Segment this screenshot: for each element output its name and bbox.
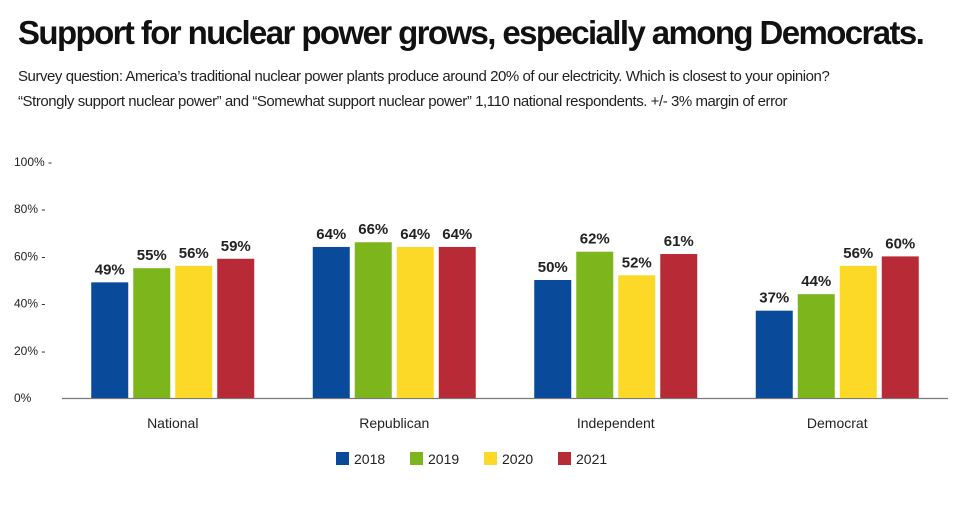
chart-subtitle-line-1: Survey question: America’s traditional n… bbox=[18, 68, 830, 85]
bar-2018-independent bbox=[534, 280, 572, 398]
data-label: 59% bbox=[221, 238, 251, 255]
legend-swatch-2018 bbox=[336, 452, 349, 465]
bar-2021-democrat bbox=[881, 256, 919, 398]
data-label: 60% bbox=[885, 235, 915, 252]
bar-2020-national bbox=[175, 265, 213, 398]
data-label: 49% bbox=[95, 261, 125, 278]
bar-2021-republican bbox=[438, 246, 476, 398]
bar-2020-republican bbox=[396, 246, 434, 398]
legend-label-2018: 2018 bbox=[354, 451, 385, 467]
legend-label-2021: 2021 bbox=[576, 451, 607, 467]
data-label: 56% bbox=[179, 245, 209, 262]
data-label: 50% bbox=[538, 259, 568, 276]
chart-subtitle-line-2: “Strongly support nuclear power” and “So… bbox=[18, 93, 788, 110]
x-category-label: National bbox=[147, 415, 198, 431]
y-tick-label: 60% - bbox=[14, 249, 45, 263]
legend-swatch-2020 bbox=[484, 452, 497, 465]
data-label: 64% bbox=[316, 226, 346, 243]
legend-swatch-2021 bbox=[558, 452, 571, 465]
y-tick-label: 80% - bbox=[14, 202, 45, 216]
y-tick-label: 40% - bbox=[14, 297, 45, 311]
bar-2019-independent bbox=[576, 251, 614, 398]
legend-label-2019: 2019 bbox=[428, 451, 459, 467]
data-label: 52% bbox=[622, 254, 652, 271]
bar-2020-independent bbox=[618, 275, 656, 398]
x-category-label: Republican bbox=[359, 415, 429, 431]
data-label: 56% bbox=[843, 245, 873, 262]
bar-2019-republican bbox=[354, 242, 392, 398]
data-label: 66% bbox=[358, 221, 388, 238]
bar-2018-national bbox=[91, 282, 129, 398]
bar-2021-national bbox=[217, 258, 255, 398]
bar-2021-independent bbox=[660, 254, 698, 398]
bar-2018-republican bbox=[312, 246, 350, 398]
y-tick-label: 20% - bbox=[14, 344, 45, 358]
data-label: 44% bbox=[801, 273, 831, 290]
y-tick-label: 0% bbox=[14, 391, 32, 405]
data-label: 62% bbox=[580, 231, 610, 248]
bar-2019-democrat bbox=[797, 294, 835, 398]
legend-swatch-2019 bbox=[410, 452, 423, 465]
x-category-label: Independent bbox=[577, 415, 655, 431]
x-category-label: Democrat bbox=[807, 415, 868, 431]
data-label: 55% bbox=[137, 247, 167, 264]
data-label: 64% bbox=[442, 226, 472, 243]
chart-title: Support for nuclear power grows, especia… bbox=[18, 14, 925, 51]
bar-2019-national bbox=[133, 268, 171, 398]
data-label: 37% bbox=[759, 290, 789, 307]
data-label: 64% bbox=[400, 226, 430, 243]
bar-2020-democrat bbox=[839, 265, 877, 398]
data-label: 61% bbox=[664, 233, 694, 250]
y-tick-label: 100% - bbox=[14, 155, 52, 169]
bar-2018-democrat bbox=[755, 310, 793, 398]
legend-label-2020: 2020 bbox=[502, 451, 533, 467]
